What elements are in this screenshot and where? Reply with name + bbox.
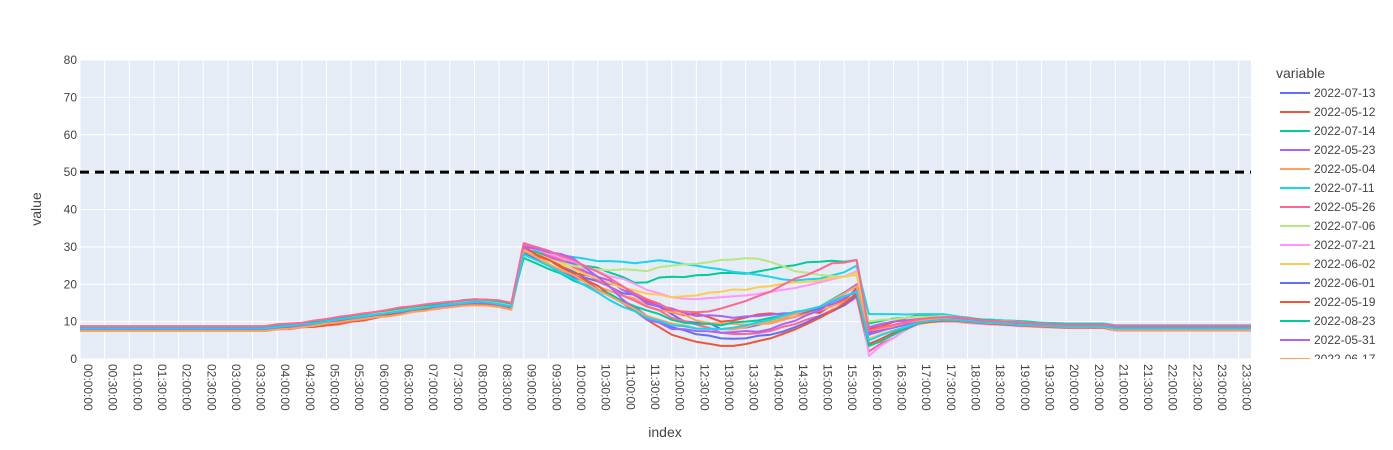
x-tick-label: 13:00:00 <box>722 364 736 411</box>
legend-item[interactable]: 2022-06-02 <box>1280 257 1376 271</box>
legend-item[interactable]: 2022-05-12 <box>1280 105 1376 119</box>
x-tick-label: 09:30:00 <box>549 364 563 411</box>
x-tick-label: 06:00:00 <box>377 364 391 411</box>
x-tick-label: 11:00:00 <box>623 364 637 410</box>
x-tick-label: 20:30:00 <box>1092 364 1106 411</box>
legend-label: 2022-06-17 <box>1314 352 1376 366</box>
y-tick-label: 80 <box>64 53 78 67</box>
x-tick-label: 14:30:00 <box>796 364 810 411</box>
y-tick-label: 10 <box>64 315 78 329</box>
x-tick-label: 13:30:00 <box>747 364 761 411</box>
x-tick-label: 04:00:00 <box>278 364 292 411</box>
series-line <box>80 242 1251 332</box>
y-tick-label: 0 <box>70 352 77 366</box>
x-tick-label: 10:30:00 <box>599 364 613 411</box>
x-tick-label: 03:30:00 <box>254 364 268 411</box>
legend-label: 2022-07-11 <box>1314 181 1375 195</box>
x-tick-label: 19:30:00 <box>1042 364 1056 411</box>
legend-item[interactable]: 2022-05-04 <box>1280 162 1376 176</box>
x-tick-label: 22:30:00 <box>1190 364 1204 411</box>
legend-item[interactable]: 2022-07-21 <box>1280 238 1376 252</box>
legend-item[interactable]: 2022-05-26 <box>1280 200 1376 214</box>
legend-item[interactable]: 2022-07-13 <box>1280 86 1376 100</box>
legend-label: 2022-05-19 <box>1314 295 1376 309</box>
x-tick-label: 15:00:00 <box>821 364 835 411</box>
legend-label: 2022-05-31 <box>1314 333 1376 347</box>
x-tick-label: 19:00:00 <box>1018 364 1032 411</box>
legend-label: 2022-07-13 <box>1314 86 1376 100</box>
x-tick-label: 17:00:00 <box>919 364 933 411</box>
x-tick-label: 17:30:00 <box>944 364 958 411</box>
legend-label: 2022-05-26 <box>1314 200 1376 214</box>
x-tick-label: 07:30:00 <box>451 364 465 411</box>
x-tick-label: 12:30:00 <box>697 364 711 411</box>
legend-item[interactable]: 2022-07-06 <box>1280 219 1376 233</box>
legend-item[interactable]: 2022-06-01 <box>1280 276 1376 290</box>
y-tick-labels: 0 10 20 30 40 50 60 70 80 <box>64 53 78 366</box>
legend-item[interactable]: 2022-08-23 <box>1280 314 1376 328</box>
x-tick-label: 08:30:00 <box>500 364 514 411</box>
x-tick-label: 21:30:00 <box>1141 364 1155 411</box>
legend-label: 2022-07-06 <box>1314 219 1376 233</box>
legend[interactable]: variable 2022-07-13 2022-05-12 2022-07-14 2… <box>1276 65 1376 366</box>
x-tick-label: 11:30:00 <box>648 364 662 410</box>
x-tick-label: 04:30:00 <box>303 364 317 411</box>
x-tick-label: 23:00:00 <box>1215 364 1229 411</box>
legend-item[interactable]: 2022-05-23 <box>1280 143 1376 157</box>
y-tick-label: 20 <box>64 277 78 291</box>
x-tick-label: 03:00:00 <box>229 364 243 411</box>
legend-label: 2022-07-14 <box>1314 124 1376 138</box>
series-line <box>80 253 1251 342</box>
legend-label: 2022-05-12 <box>1314 105 1376 119</box>
legend-label: 2022-07-21 <box>1314 238 1376 252</box>
x-tick-label: 16:00:00 <box>870 364 884 411</box>
x-tick-label: 12:00:00 <box>673 364 687 411</box>
legend-label: 2022-06-01 <box>1314 276 1376 290</box>
y-axis-title: value <box>28 192 44 226</box>
legend-label: 2022-05-04 <box>1314 162 1376 176</box>
y-tick-label: 30 <box>64 240 78 254</box>
y-tick-label: 40 <box>64 203 78 217</box>
x-tick-label: 23:30:00 <box>1240 364 1254 411</box>
legend-label: 2022-05-23 <box>1314 143 1376 157</box>
x-tick-label: 10:00:00 <box>574 364 588 411</box>
x-tick-label: 15:30:00 <box>845 364 859 411</box>
legend-item[interactable]: 2022-07-14 <box>1280 124 1376 138</box>
legend-item[interactable]: 2022-05-31 <box>1280 333 1376 347</box>
x-tick-label: 05:00:00 <box>328 364 342 411</box>
x-tick-label: 06:30:00 <box>401 364 415 411</box>
x-tick-label: 02:30:00 <box>204 364 218 411</box>
legend-label: 2022-08-23 <box>1314 314 1376 328</box>
x-axis-title: index <box>648 424 681 440</box>
y-tick-label: 70 <box>64 90 78 104</box>
x-tick-label: 00:30:00 <box>106 364 120 411</box>
x-tick-label: 18:00:00 <box>968 364 982 411</box>
legend-label: 2022-06-02 <box>1314 257 1376 271</box>
legend-item[interactable]: 2022-06-17 <box>1280 352 1376 366</box>
series-lines <box>80 242 1251 357</box>
legend-item[interactable]: 2022-07-11 <box>1280 181 1375 195</box>
y-tick-label: 50 <box>64 165 78 179</box>
x-tick-label: 08:00:00 <box>475 364 489 411</box>
x-tick-labels: 00:00:00 00:30:00 01:00:00 01:30:00 02:00:00… <box>81 364 1254 411</box>
x-tick-label: 20:00:00 <box>1067 364 1081 411</box>
x-tick-label: 14:00:00 <box>771 364 785 411</box>
x-tick-label: 01:00:00 <box>130 364 144 411</box>
x-tick-label: 05:30:00 <box>352 364 366 411</box>
legend-item[interactable]: 2022-05-19 <box>1280 295 1376 309</box>
x-tick-label: 21:00:00 <box>1116 364 1130 411</box>
x-tick-label: 16:30:00 <box>895 364 909 411</box>
x-tick-label: 18:30:00 <box>993 364 1007 411</box>
x-tick-label: 02:00:00 <box>180 364 194 411</box>
x-tick-label: 09:00:00 <box>525 364 539 411</box>
x-tick-label: 00:00:00 <box>81 364 95 411</box>
x-tick-label: 07:00:00 <box>426 364 440 411</box>
y-tick-label: 60 <box>64 128 78 142</box>
x-tick-label: 22:00:00 <box>1166 364 1180 411</box>
legend-title: variable <box>1276 65 1325 81</box>
x-tick-label: 01:30:00 <box>155 364 169 411</box>
